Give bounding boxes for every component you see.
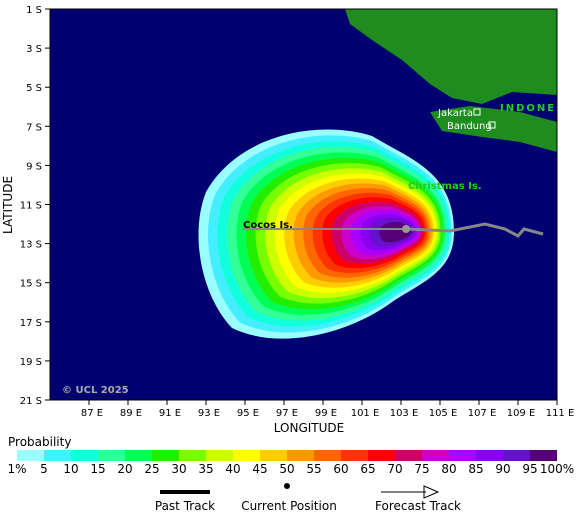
legend-label: 30 [171,462,186,476]
legend-label: 10 [63,462,78,476]
lon-tick-label: 91 E [159,408,181,419]
lon-tick-label: 97 E [276,408,298,419]
legend-swatch [44,450,71,461]
legend-swatch [71,450,98,461]
y-axis-title: LATITUDE [1,176,15,234]
lon-tick-label: 99 E [315,408,337,419]
legend-label: 1% [7,462,26,476]
probability-swath [198,129,454,339]
key-label: Past Track [155,499,215,513]
land [430,106,557,152]
legend-swatch [206,450,233,461]
legend-swatch [395,450,422,461]
current-position-key [284,483,290,489]
place-label: Jakarta [437,108,473,119]
legend-label: 45 [252,462,267,476]
city-marker [473,108,481,116]
legend-swatch [530,450,557,461]
legend-swatch [341,450,368,461]
lat-tick-label: 5 S [26,83,42,94]
legend-swatch [233,450,260,461]
lat-tick-label: 1 S [26,5,42,16]
land [345,9,557,104]
legend-swatch [422,450,449,461]
legend-label: 5 [40,462,48,476]
legend-label: 50 [279,462,294,476]
place-label: Cocos Is. [243,220,293,231]
legend-label: 55 [306,462,321,476]
key-label: Current Position [241,499,337,513]
place-label: INDONE [500,103,556,114]
legend-swatch [260,450,287,461]
lat-tick-label: 15 S [20,279,42,290]
arrow-head [423,485,440,499]
legend-swatch [449,450,476,461]
forecast-track [406,222,544,238]
legend-swatch [503,450,530,461]
lat-tick-label: 11 S [20,201,42,212]
x-axis-title: LONGITUDE [274,421,344,435]
legend-label: 15 [90,462,105,476]
legend-label: 95 [522,462,537,476]
legend-label: 20 [117,462,132,476]
lon-tick-label: 89 E [120,408,142,419]
legend-swatch [476,450,503,461]
legend-label: 70 [387,462,402,476]
lon-tick-label: 101 E [351,408,380,419]
legend-swatch [98,450,125,461]
lon-tick-label: 111 E [546,408,575,419]
place-label: Christmas Is. [408,181,482,192]
legend-label: 60 [333,462,348,476]
legend-label: 40 [225,462,240,476]
legend-label: 35 [198,462,213,476]
legend-swatch [17,450,44,461]
lon-tick-label: 109 E [507,408,536,419]
lon-tick-label: 103 E [390,408,419,419]
legend-swatch [152,450,179,461]
legend-label: 85 [468,462,483,476]
legend-title: Probability [8,435,71,449]
legend-swatch [179,450,206,461]
lon-tick-label: 87 E [81,408,103,419]
legend-swatch [368,450,395,461]
lon-tick-label: 107 E [468,408,497,419]
legend-label: 80 [441,462,456,476]
legend-label: 90 [495,462,510,476]
lat-tick-label: 3 S [26,44,42,55]
legend-swatch [314,450,341,461]
city-marker [488,121,496,129]
legend-swatch [287,450,314,461]
legend-swatch [125,450,152,461]
legend-label: 25 [144,462,159,476]
legend-label: 75 [414,462,429,476]
legend-label: 100% [540,462,574,476]
lon-tick-label: 93 E [198,408,220,419]
copyright: © UCL 2025 [62,385,129,396]
current-position [402,225,410,233]
legend-label: 65 [360,462,375,476]
lon-tick-label: 95 E [237,408,259,419]
lat-tick-label: 7 S [26,122,42,133]
lon-tick-label: 105 E [429,408,458,419]
place-label: Bandung [447,121,492,132]
key-label: Forecast Track [375,499,461,513]
lat-tick-label: 21 S [20,396,42,407]
lat-tick-label: 9 S [26,161,42,172]
lat-tick-label: 17 S [20,318,42,329]
lat-tick-label: 19 S [20,357,42,368]
lat-tick-label: 13 S [20,240,42,251]
